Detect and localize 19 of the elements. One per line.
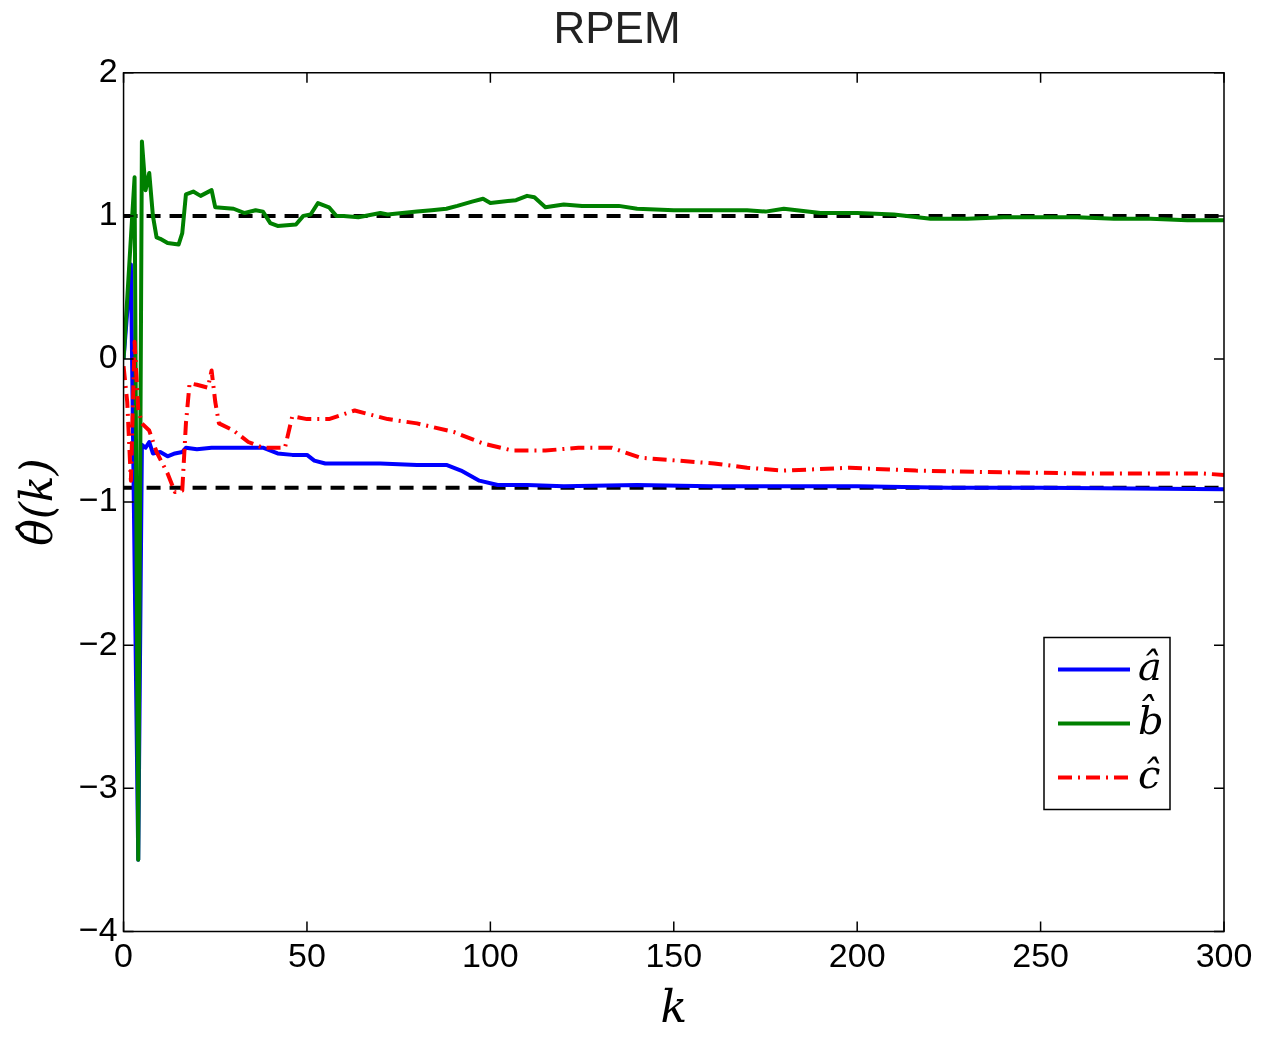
legend-label: â (1138, 642, 1162, 689)
x-tick-label: 150 (645, 936, 703, 975)
y-tick-label: −2 (78, 623, 118, 662)
y-tick-label: −4 (78, 909, 118, 948)
y-tick-label: −1 (78, 480, 118, 519)
x-tick-label: 300 (1195, 936, 1253, 975)
y-tick-label: −3 (78, 766, 118, 805)
legend-label: ĉ (1138, 750, 1161, 797)
legend-label: b̂ (1138, 694, 1164, 743)
chart-title: RPEM (553, 2, 681, 52)
y-tick-label: 2 (98, 51, 118, 90)
x-tick-label: 100 (462, 936, 519, 975)
x-tick-label: 200 (828, 936, 886, 975)
y-tick-label: 0 (98, 337, 118, 376)
y-tick-label: 1 (98, 194, 118, 233)
x-tick-label: 250 (1012, 936, 1069, 975)
x-axis-title: k (660, 981, 688, 1033)
y-axis-title: θ̂(k) (10, 458, 62, 546)
x-tick-label: 50 (288, 936, 326, 975)
